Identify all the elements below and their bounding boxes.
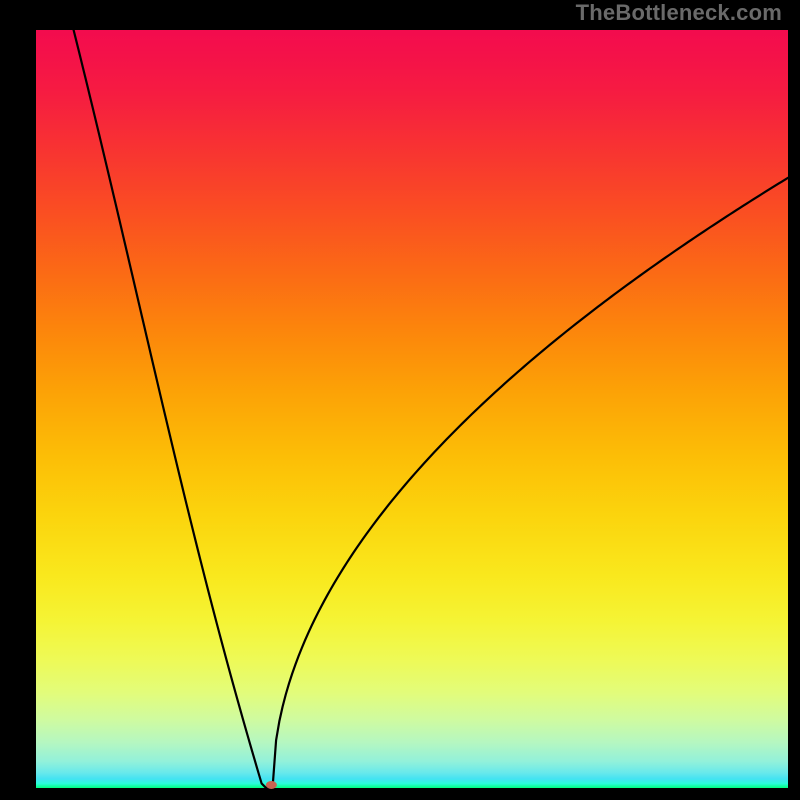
optimal-point-marker — [266, 781, 277, 789]
bottleneck-chart — [0, 0, 800, 800]
watermark-text: TheBottleneck.com — [576, 0, 782, 26]
chart-container: TheBottleneck.com — [0, 0, 800, 800]
